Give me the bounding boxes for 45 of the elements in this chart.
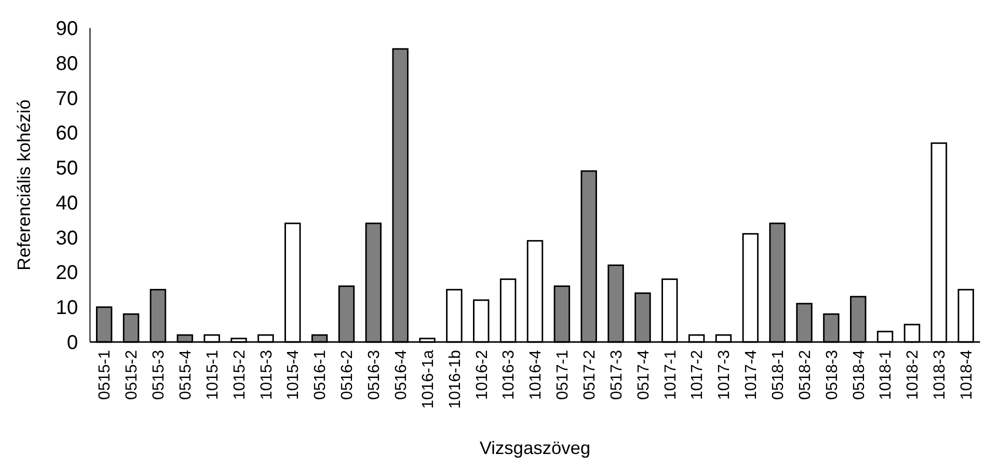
y-tick-label: 10 (56, 297, 78, 320)
x-axis-title: Vizsgaszöveg (480, 438, 590, 458)
y-tick-label: 80 (56, 52, 78, 75)
x-tick-label: 1016-1a (420, 350, 437, 409)
x-tick-label: 0517-2 (581, 350, 598, 400)
x-tick-label: 0517-1 (554, 350, 572, 400)
y-axis-title: Referenciális kohézió (14, 99, 34, 271)
x-tick-label: 0515-1 (96, 350, 114, 400)
x-tick-label: 1016-3 (500, 350, 518, 400)
x-tick-label: 0516-4 (392, 350, 410, 400)
x-tick-label: 1017-2 (689, 350, 706, 400)
x-tick-label: 1017-1 (662, 350, 680, 400)
x-tick-label: 1016-1b (446, 350, 464, 409)
x-tick-label: 0516-2 (339, 350, 356, 400)
x-tick-label: 1015-2 (231, 350, 248, 400)
x-tick-label: 1015-1 (204, 350, 222, 400)
x-tick-label: 1018-3 (932, 350, 949, 400)
x-tick-label: 0518-1 (770, 350, 787, 400)
x-tick-label: 0518-4 (850, 350, 868, 400)
x-tick-label: 0515-4 (178, 350, 195, 400)
x-tick-label: 1015-3 (258, 350, 276, 400)
y-tick-label: 60 (56, 122, 78, 145)
x-tick-label: 0517-4 (635, 350, 652, 400)
y-tick-label: 40 (56, 192, 78, 214)
x-tick-label: 1018-4 (958, 350, 976, 400)
x-tick-label: 0515-2 (124, 350, 141, 400)
x-tick-label: 1016-4 (528, 350, 545, 400)
x-tick-label: 1017-4 (743, 350, 760, 400)
x-tick-label: 0517-3 (608, 350, 626, 400)
y-tick-label: 20 (56, 262, 78, 284)
x-tick-label: 1016-2 (474, 350, 491, 400)
y-tick-label: 50 (56, 158, 78, 180)
x-tick-label: 0515-3 (150, 350, 168, 400)
x-tick-label: 0516-3 (366, 350, 384, 400)
x-tick-label: 0516-1 (312, 350, 330, 400)
x-tick-label: 0518-2 (796, 350, 814, 400)
x-tick-label: 1018-2 (904, 350, 922, 400)
y-tick-label: 30 (56, 227, 78, 250)
x-tick-label: 1018-1 (878, 350, 895, 400)
y-tick-label: 90 (56, 18, 78, 40)
y-tick-label: 70 (56, 88, 78, 110)
x-tick-label: 1017-3 (716, 350, 734, 400)
x-tick-label: 0518-3 (824, 350, 841, 400)
x-tick-label: 1015-4 (285, 350, 302, 400)
y-tick-label: 0 (66, 332, 78, 354)
